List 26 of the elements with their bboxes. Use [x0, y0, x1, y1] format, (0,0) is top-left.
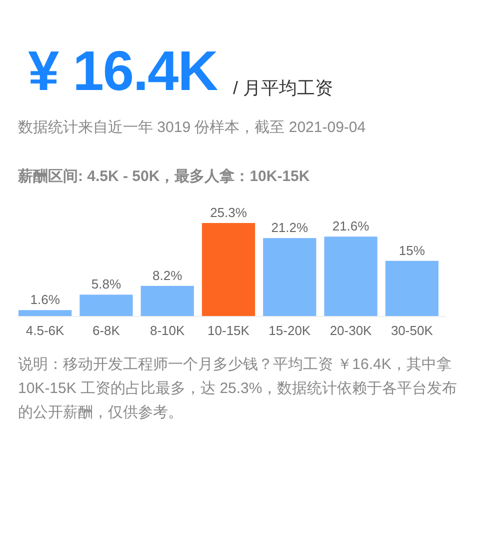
data-label: 21.2%	[271, 220, 309, 236]
data-label: 21.6%	[332, 218, 370, 234]
x-tick-label: 6-8K	[92, 323, 120, 338]
bar	[140, 286, 194, 316]
data-label: 1.6%	[30, 292, 60, 308]
data-label: 8.2%	[152, 268, 183, 283]
bar	[385, 260, 438, 316]
bar	[18, 310, 72, 316]
text: 薪酬区间: 4.5K - 50K，最多人拿：10K-15K	[18, 167, 310, 186]
chart-title: ¥ 16.4K	[28, 38, 218, 103]
data-label: 15%	[398, 242, 426, 258]
data-label: 25.3%	[210, 205, 248, 220]
x-tick-label: 30-50K	[390, 323, 434, 338]
text: 说明：移动开发工程师一个月多少钱？平均工资 ￥16.4K，其中拿 10K-15K 工资的占比最多，达 25.3%，数据统计依赖于各平台发布的公开薪酬，仅供参考。	[18, 355, 458, 423]
x-tick-label: 15-20K	[268, 323, 311, 338]
x-tick-label: 4.5-6K	[26, 323, 65, 338]
bar	[324, 236, 378, 316]
text: 数据统计来自近一年 3019 份样本，截至 2021-09-04	[18, 118, 366, 137]
x-tick-label: 20-30K	[330, 323, 372, 338]
x-tick-label: 10-15K	[208, 323, 250, 338]
data-label: 5.8%	[91, 276, 122, 292]
bar	[202, 223, 256, 316]
bar	[80, 294, 133, 316]
bar	[263, 238, 316, 316]
x-tick-label: 8-10K	[150, 323, 186, 338]
chart-subtitle: / 月平均工资	[233, 77, 334, 100]
